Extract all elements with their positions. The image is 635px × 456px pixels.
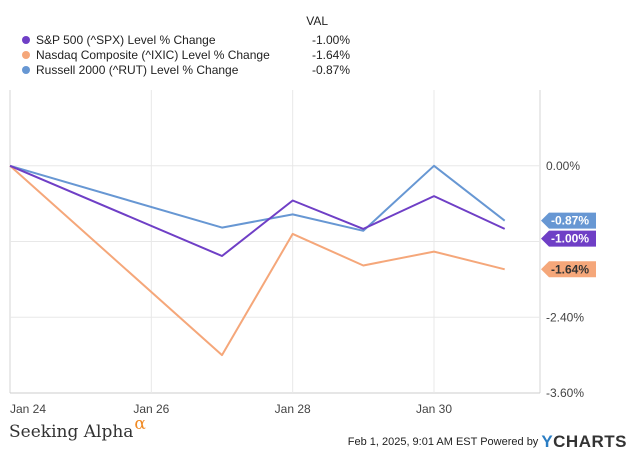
end-label-1: -1.64% [541, 261, 596, 277]
series-line-2 [10, 166, 505, 256]
x-tick-label: Jan 24 [10, 402, 46, 416]
end-label-0: -0.87% [541, 213, 596, 229]
seeking-alpha-logo: Seeking Alphaα [9, 422, 146, 442]
y-tick-label: 0.00% [546, 159, 580, 173]
y-tick-label: -3.60% [546, 386, 584, 400]
timestamp: Feb 1, 2025, 9:01 AM EST Powered by [348, 436, 539, 448]
ycharts-y: Y [541, 432, 553, 451]
end-label-text: -0.87% [551, 214, 589, 228]
end-labels: -0.87% -1.00% -1.64% [541, 213, 596, 278]
brand-text: Seeking Alpha [9, 422, 133, 442]
line-chart: 0.00%-2.40%-3.60%Jan 24 Jan 26 Jan 28 Jan 3… [0, 0, 635, 420]
series-line-1 [10, 166, 505, 355]
alpha-icon: α [134, 414, 145, 434]
x-tick-label: Jan 28 [275, 402, 311, 416]
footer-attribution: Feb 1, 2025, 9:01 AM EST Powered by YCHAR… [348, 430, 627, 450]
y-tick-label: -2.40% [546, 310, 584, 324]
axes: 0.00%-2.40%-3.60%Jan 24 Jan 26 Jan 28 Jan 3… [10, 159, 584, 416]
end-label-text: -1.64% [551, 262, 589, 276]
ycharts-logo: YCHARTS [541, 432, 627, 451]
series-group [10, 166, 505, 355]
ycharts-rest: CHARTS [553, 432, 627, 451]
end-label-2: -1.00% [541, 231, 596, 247]
end-label-text: -1.00% [551, 232, 589, 246]
x-tick-label: Jan 30 [416, 402, 452, 416]
grid [10, 90, 540, 393]
